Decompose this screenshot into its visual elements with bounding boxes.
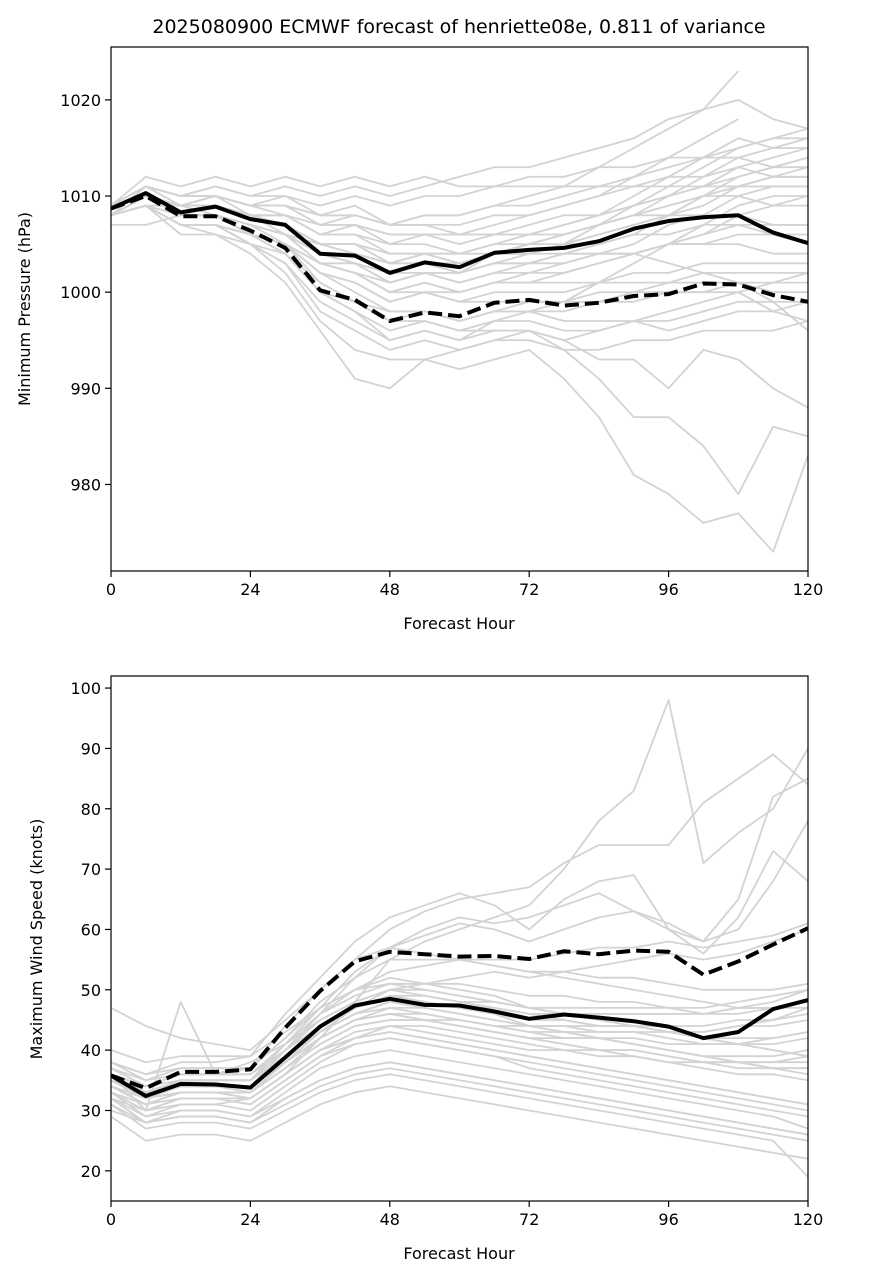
pressure-dashed-line: [111, 194, 808, 323]
pressure-plot-frame: [110, 46, 809, 572]
wind-x-tick-label: 48: [380, 1210, 400, 1229]
wind-ensemble-member-34: [111, 1067, 808, 1142]
wind-ensemble-member-25: [111, 1001, 808, 1094]
wind-x-axis-label: Forecast Hour: [403, 1244, 515, 1263]
wind-x-tick-label: 0: [106, 1210, 116, 1229]
pressure-x-tick-label: 0: [106, 580, 116, 599]
pressure-ensemble-member-25: [111, 147, 808, 236]
pressure-ensemble-member-15: [111, 204, 808, 409]
pressure-y-tick-label: 1020: [60, 91, 101, 110]
wind-main-lines: [111, 926, 808, 1098]
wind-ensemble-member-36: [111, 1025, 808, 1106]
wind-dashed-line: [111, 926, 808, 1091]
pressure-ensemble-member-5: [111, 175, 808, 265]
wind-ensemble-member-29: [111, 1085, 808, 1160]
wind-y-tick-label: 20: [81, 1162, 101, 1181]
wind-y-tick-label: 40: [81, 1041, 101, 1060]
wind-y-tick-label: 80: [81, 800, 101, 819]
pressure-chart: 2025080900 ECMWF forecast of henriette08…: [15, 16, 823, 633]
wind-x-ticks: 0 24 48 72 96 120: [106, 1201, 823, 1229]
pressure-x-tick-label: 48: [380, 580, 400, 599]
wind-ensemble-member-33: [111, 1061, 808, 1136]
pressure-y-tick-label: 990: [70, 379, 101, 398]
wind-ensemble-member-2: [111, 777, 808, 1076]
wind-ensemble-member-28: [111, 946, 808, 1051]
wind-plot-frame: [110, 675, 809, 1202]
pressure-x-ticks: 0 24 48 72 96 120: [106, 571, 823, 599]
pressure-x-tick-label: 24: [240, 580, 260, 599]
pressure-ensemble-member-27: [111, 204, 808, 322]
pressure-ensemble-member-20: [111, 175, 808, 207]
wind-y-ticks: 20 30 40 50 60 70 80 90 100: [70, 679, 111, 1181]
wind-x-tick-label: 96: [658, 1210, 678, 1229]
pressure-y-tick-label: 980: [70, 475, 101, 494]
wind-ensemble-member-13: [111, 976, 808, 1082]
pressure-x-tick-label: 72: [519, 580, 539, 599]
pressure-solid-line: [111, 191, 808, 275]
pressure-y-ticks: 980 990 1000 1010 1020: [60, 91, 111, 494]
wind-y-tick-label: 50: [81, 981, 101, 1000]
wind-ensemble-lines: [111, 699, 808, 1178]
pressure-ensemble-member-12: [111, 204, 808, 351]
wind-y-axis-label: Maximum Wind Speed (knots): [27, 819, 46, 1060]
pressure-x-tick-label: 96: [658, 580, 678, 599]
wind-y-tick-label: 60: [81, 920, 101, 939]
wind-x-tick-label: 120: [793, 1210, 824, 1229]
wind-y-tick-label: 30: [81, 1101, 101, 1120]
pressure-x-axis-label: Forecast Hour: [403, 614, 515, 633]
pressure-ensemble-member-35: [111, 195, 808, 274]
pressure-ensemble-member-22: [111, 147, 808, 216]
wind-solid-line: [111, 996, 808, 1098]
pressure-y-axis-label: Minimum Pressure (hPa): [15, 212, 34, 406]
pressure-y-tick-label: 1000: [60, 283, 101, 302]
pressure-ensemble-member-29: [111, 166, 808, 274]
pressure-ensemble-member-36: [111, 137, 808, 284]
wind-chart: 0 24 48 72 96 120 20 30 40 50 60 70 80 90 100 Forecas…: [27, 675, 823, 1263]
wind-ensemble-member-10: [111, 1025, 808, 1112]
chart-title: 2025080900 ECMWF forecast of henriette08…: [152, 16, 765, 38]
pressure-y-tick-label: 1010: [60, 187, 101, 206]
wind-ensemble-member-32: [111, 1073, 808, 1178]
pressure-ensemble-member-16: [111, 204, 808, 496]
pressure-ensemble-member-17: [111, 204, 808, 553]
pressure-ensemble-lines: [111, 70, 808, 553]
pressure-x-tick-label: 120: [793, 580, 824, 599]
wind-y-tick-label: 90: [81, 739, 101, 758]
wind-x-tick-label: 72: [519, 1210, 539, 1229]
pressure-ensemble-member-0: [111, 99, 808, 207]
wind-ensemble-member-24: [111, 1031, 808, 1112]
pressure-main-lines: [111, 191, 808, 323]
wind-y-tick-label: 70: [81, 860, 101, 879]
wind-y-tick-label: 100: [70, 679, 101, 698]
pressure-ensemble-member-8: [111, 195, 808, 284]
pressure-ensemble-member-28: [111, 166, 808, 226]
wind-ensemble-member-35: [111, 994, 808, 1082]
wind-x-tick-label: 24: [240, 1210, 260, 1229]
pressure-ensemble-member-26: [111, 195, 808, 303]
wind-ensemble-member-0: [111, 699, 808, 1112]
